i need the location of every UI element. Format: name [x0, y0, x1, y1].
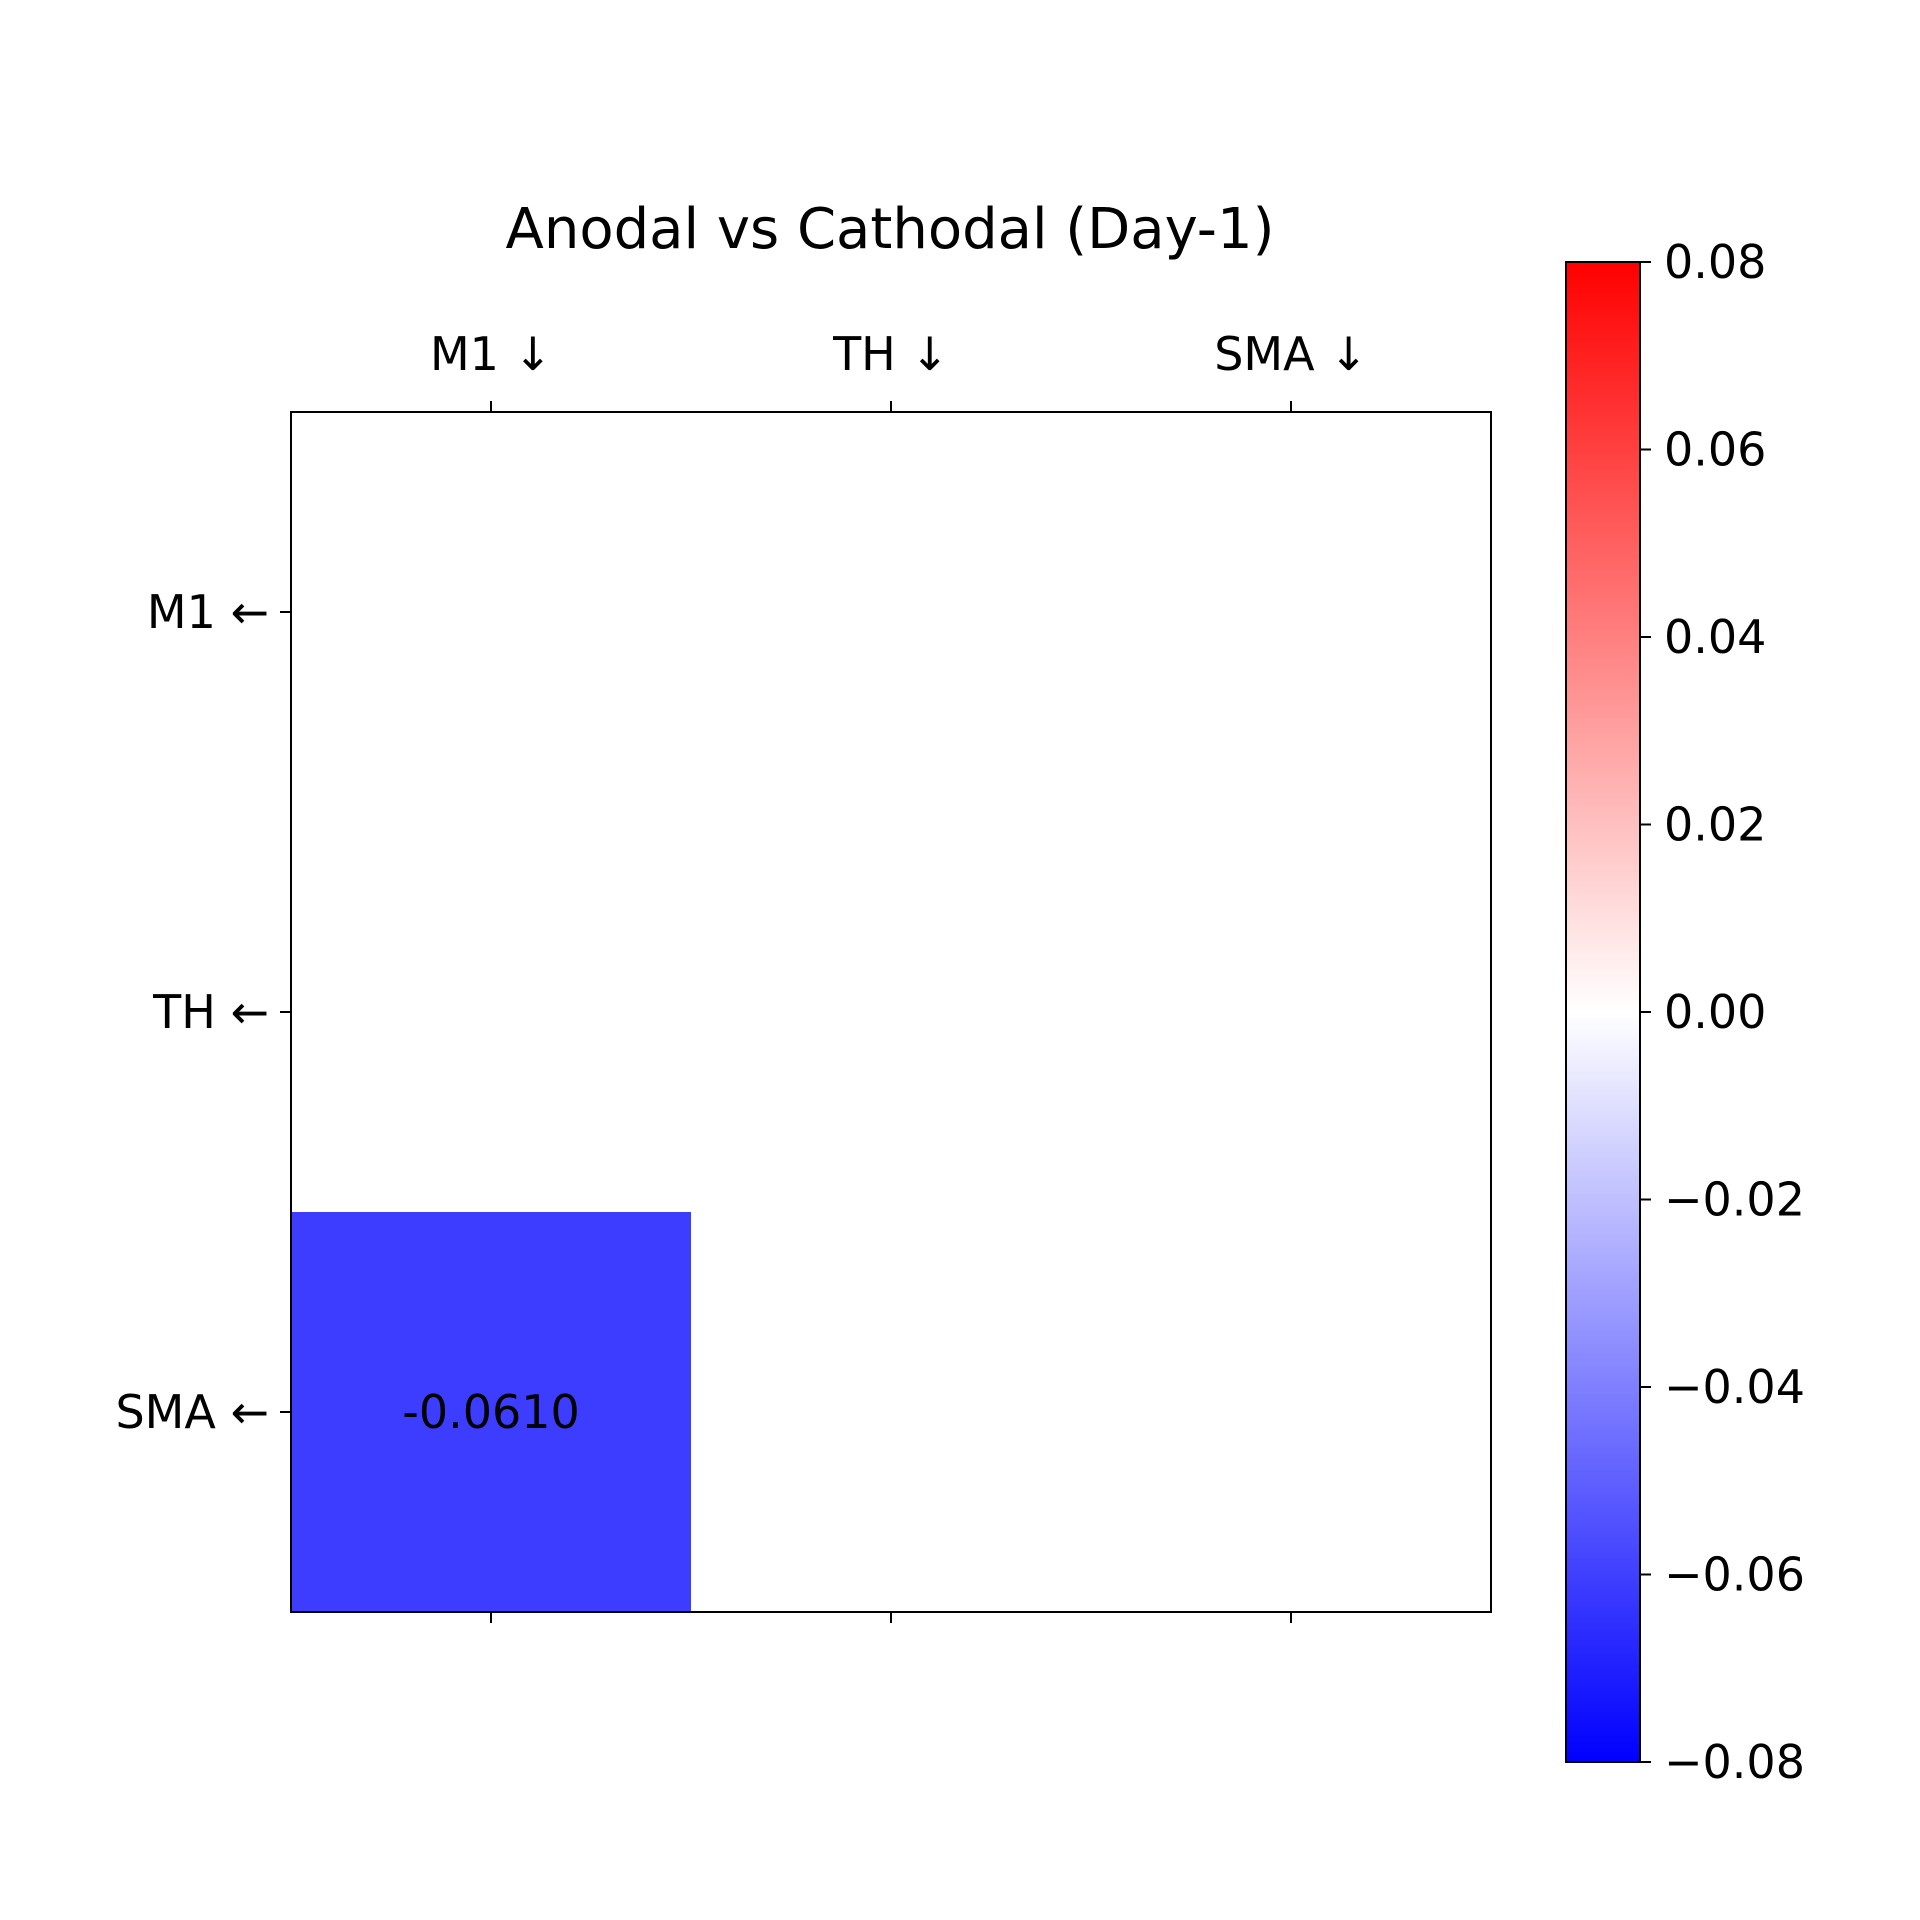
chart-title: Anodal vs Cathodal (Day-1) [506, 197, 1275, 262]
colorbar-tick-label: 0.04 [1664, 610, 1766, 664]
heatmap-cell [691, 812, 1092, 1213]
colorbar-tick-label: 0.02 [1664, 798, 1766, 852]
cell-value-label: -0.0610 [402, 1385, 580, 1439]
heatmap-cell [291, 412, 692, 813]
colorbar-tick-label: 0.08 [1664, 235, 1766, 289]
colorbar-ticks: 0.08 0.06 0.04 0.02 0.00 −0.02 −0.04 −0.06 −0.08 [1640, 235, 1805, 1789]
heatmap-cell [691, 1212, 1092, 1613]
y-tick-label: M1 ← [147, 585, 269, 639]
y-tick-label: SMA ← [115, 1385, 269, 1439]
x-tick-label: SMA ↓ [1214, 327, 1368, 381]
colorbar-tick-label: −0.02 [1664, 1173, 1805, 1227]
x-tick-label: M1 ↓ [430, 327, 552, 381]
colorbar-tick-label: 0.00 [1664, 985, 1766, 1039]
heatmap-cell [1091, 812, 1492, 1213]
heatmap-cell [691, 412, 1092, 813]
y-tick-label: TH ← [152, 985, 269, 1039]
colorbar-tick-label: 0.06 [1664, 423, 1766, 477]
x-axis-ticks: M1 ↓ TH ↓ SMA ↓ [430, 327, 1368, 1623]
heatmap-cell [291, 812, 692, 1213]
heatmap-cell [291, 1212, 692, 1613]
y-axis-ticks: M1 ← TH ← SMA ← [115, 585, 291, 1439]
colorbar-tick-label: −0.04 [1664, 1360, 1805, 1414]
heatmap-cell [1091, 1212, 1492, 1613]
heatmap-cells [291, 412, 1492, 1613]
heatmap-cell-labels: -0.0610 [402, 1385, 580, 1439]
x-tick-label: TH ↓ [832, 327, 949, 381]
colorbar [1566, 262, 1640, 1762]
colorbar-tick-label: −0.06 [1664, 1548, 1805, 1602]
heatmap-cell [1091, 412, 1492, 813]
colorbar-tick-label: −0.08 [1664, 1735, 1805, 1789]
